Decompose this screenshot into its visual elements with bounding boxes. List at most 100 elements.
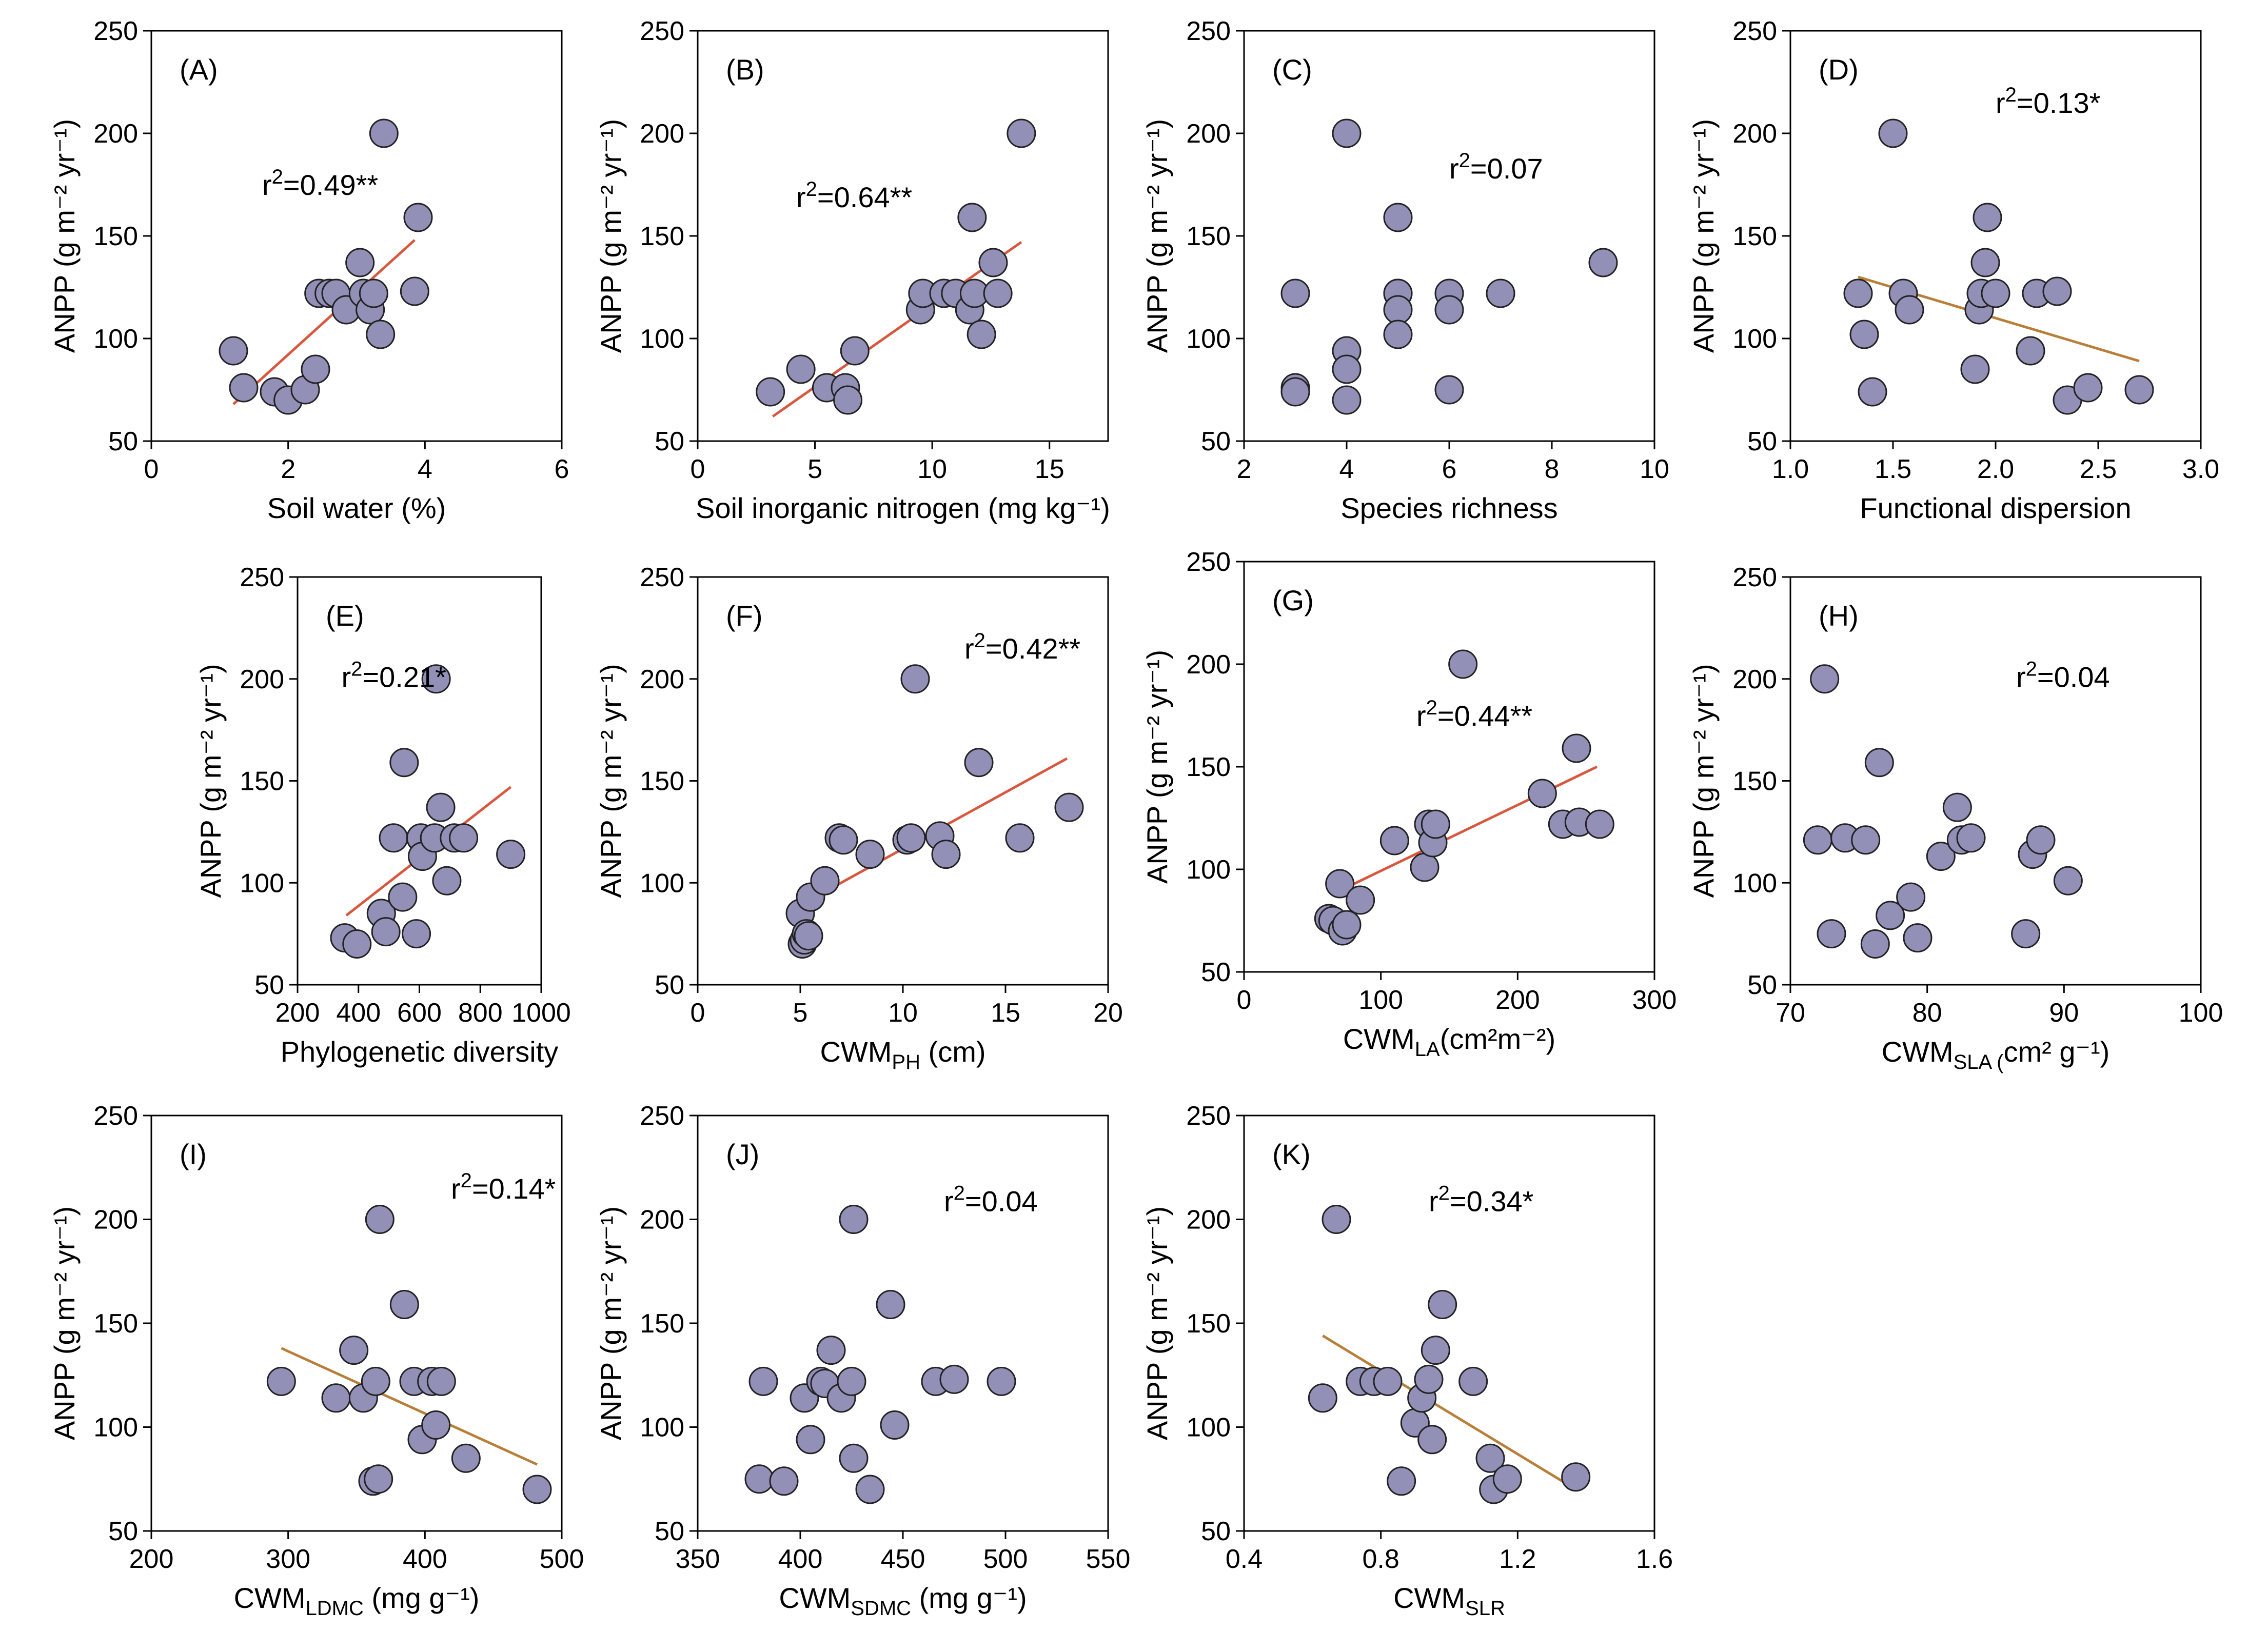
plot-frame <box>1243 561 1655 973</box>
data-point <box>1864 748 1894 778</box>
data-point <box>1492 1464 1522 1494</box>
data-point <box>2011 919 2041 949</box>
y-tick-label: 150 <box>1186 222 1231 251</box>
plot-frame <box>1789 576 2202 986</box>
y-axis-label: ANPP (g m⁻² yr⁻¹) <box>48 1206 81 1440</box>
y-tick-label: 250 <box>1732 563 1777 592</box>
y-tick-label: 150 <box>1186 752 1231 782</box>
data-point <box>301 354 330 384</box>
x-tick-label: 300 <box>1632 985 1677 1015</box>
x-tick-label: 450 <box>881 1544 925 1574</box>
data-point <box>756 377 785 407</box>
x-tick-label: 400 <box>778 1544 823 1574</box>
data-point <box>449 823 479 853</box>
data-point <box>1280 377 1310 407</box>
y-tick-label: 250 <box>240 563 284 592</box>
data-point <box>1981 278 2010 308</box>
data-point <box>364 1464 393 1494</box>
annotation-superscript: 2 <box>1459 149 1470 172</box>
data-point <box>1860 929 1890 959</box>
y-axis-label: ANPP (g m⁻² yr⁻¹) <box>48 119 81 353</box>
data-point <box>1332 354 1362 384</box>
data-point <box>2016 336 2045 366</box>
y-tick-label: 50 <box>1201 427 1231 456</box>
x-tick-label: 2.5 <box>2080 454 2117 484</box>
data-point <box>957 203 987 232</box>
y-axis-label: ANPP (g m⁻² yr⁻¹) <box>1141 650 1173 884</box>
annotation-superscript: 2 <box>2005 84 2017 106</box>
y-tick-label: 150 <box>93 1309 138 1339</box>
data-point <box>366 320 396 349</box>
regression-line <box>232 239 416 405</box>
y-tick-label: 150 <box>640 222 684 251</box>
data-point <box>896 823 926 853</box>
x-tick-label: 400 <box>403 1544 447 1574</box>
x-tick-label: 100 <box>1358 985 1403 1015</box>
x-axis-label: CWMPH (cm) <box>820 1036 985 1073</box>
x-tick-label: 3.0 <box>2182 454 2219 484</box>
panel-label: (K) <box>1272 1138 1311 1170</box>
data-point <box>810 866 840 895</box>
y-tick-label: 100 <box>1186 324 1231 354</box>
x-label-subscript: SLR <box>1465 1597 1505 1620</box>
annotation-value: =0.21* <box>362 661 446 693</box>
x-tick-label: 1.2 <box>1499 1544 1536 1574</box>
y-tick-label: 250 <box>1186 547 1231 577</box>
y-tick-label: 100 <box>240 868 284 898</box>
plot-frame <box>697 30 1109 442</box>
data-point <box>769 1466 799 1496</box>
data-point <box>816 1336 846 1365</box>
annotation-superscript: 2 <box>806 178 817 201</box>
data-point <box>1803 825 1832 855</box>
panel-label: (B) <box>726 53 764 86</box>
x-tick-label: 10 <box>888 998 918 1028</box>
data-point <box>839 1443 869 1473</box>
y-tick-label: 250 <box>93 16 138 46</box>
x-axis-label: CWMSLA (cm² g⁻¹) <box>1882 1036 2110 1073</box>
data-point <box>451 1443 481 1473</box>
x-axis-label: Functional dispersion <box>1860 492 2131 524</box>
data-point <box>1561 1462 1591 1492</box>
x-tick-label: 350 <box>676 1544 720 1574</box>
data-point <box>1387 1466 1416 1496</box>
data-point <box>379 823 408 853</box>
x-axis-label: CWMLA(cm²m⁻²) <box>1343 1023 1555 1061</box>
data-point <box>1486 278 1515 308</box>
data-point <box>987 1366 1016 1396</box>
data-point <box>1475 1443 1505 1473</box>
data-point <box>421 664 451 694</box>
x-tick-label: 800 <box>458 998 503 1028</box>
data-point <box>371 917 401 947</box>
y-tick-label: 200 <box>1186 650 1231 680</box>
panel-label: (E) <box>326 600 364 632</box>
data-point <box>1895 295 1924 325</box>
y-tick-label: 200 <box>640 1205 684 1235</box>
x-tick-label: 15 <box>1035 454 1064 484</box>
x-label-subscript: LDMC <box>306 1597 364 1620</box>
y-tick-label: 200 <box>1186 1205 1231 1235</box>
data-point <box>1810 664 1840 694</box>
data-point <box>978 248 1008 277</box>
x-tick-label: 0 <box>691 454 705 484</box>
y-tick-label: 50 <box>108 1517 138 1546</box>
data-point <box>365 1205 395 1234</box>
panel-i: 50 100 150 200 250 200 300 400 500 ANPP (g m⁻² yr… <box>48 1101 584 1620</box>
panel-a: 50 100 150 200 250 0 2 4 6 ANPP (g m⁻² yr⁻¹) Soil … <box>48 16 569 524</box>
data-point <box>1851 825 1881 855</box>
annotation-superscript: 2 <box>1426 696 1437 719</box>
y-tick-label: 200 <box>1732 119 1777 149</box>
x-tick-label: 70 <box>1776 998 1805 1028</box>
y-tick-label: 150 <box>93 222 138 251</box>
x-label-suffix: (mg g⁻¹) <box>911 1582 1027 1614</box>
x-tick-label: 8 <box>1545 454 1560 484</box>
x-tick-label: 4 <box>1339 454 1354 484</box>
annotation-value: =0.64** <box>817 181 912 213</box>
x-axis-label: CWMLDMC (mg g⁻¹) <box>234 1582 480 1620</box>
annotation-superscript: 2 <box>351 658 362 681</box>
data-point <box>1054 792 1084 822</box>
data-point <box>1322 1205 1351 1234</box>
data-point <box>1458 1366 1488 1396</box>
annotation-r: r <box>262 169 272 201</box>
annotation-r: r <box>796 181 806 213</box>
